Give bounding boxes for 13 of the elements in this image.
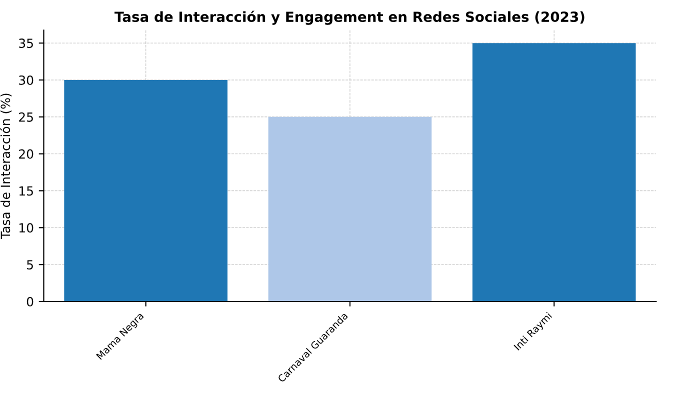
y-tick-label: 30 [19,75,34,85]
y-axis-title: Tasa de Interacción (%) [0,94,12,240]
bar [472,43,636,302]
y-tick-label: 20 [19,149,34,159]
bar [64,80,228,302]
y-tick-label: 10 [19,223,34,233]
y-tick-label: 0 [26,296,34,306]
y-tick-label: 15 [19,186,33,196]
chart-title: Tasa de Interacción y Engagement en Redes Sociales (2023) [114,10,584,25]
y-tick-label: 25 [19,112,33,122]
bar [268,116,432,302]
y-tick-label: 35 [19,38,33,48]
y-tick-label: 5 [27,260,33,270]
